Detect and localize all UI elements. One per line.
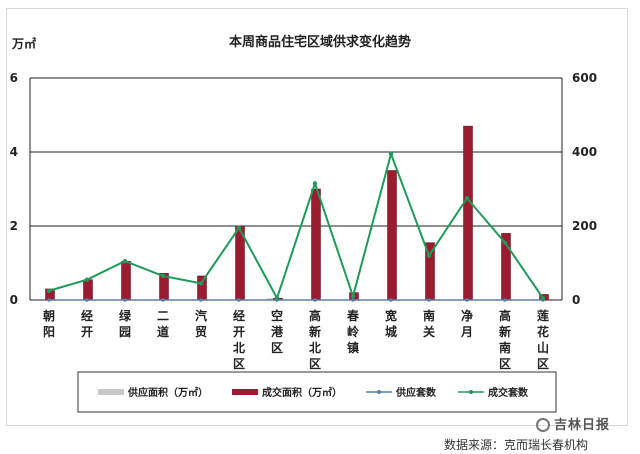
x-tick-label: 二道	[157, 309, 169, 339]
x-tick-label: 经开北区	[233, 308, 245, 371]
point-supply-units	[199, 298, 203, 302]
point-deal-units	[502, 240, 508, 245]
point-deal-units	[122, 258, 128, 264]
bar-supply-area	[267, 298, 276, 300]
point-deal-units	[388, 151, 394, 157]
watermark-icon	[536, 418, 550, 432]
x-tick-label: 朝阳	[43, 308, 55, 339]
point-supply-units	[465, 298, 469, 302]
point-deal-units	[312, 181, 318, 186]
x-tick-label: 南关	[423, 308, 435, 339]
point-supply-units	[237, 298, 241, 302]
chart-frame	[6, 8, 628, 426]
legend-label: 成交套数	[488, 386, 529, 399]
legend-label: 成交面积（万㎡）	[262, 386, 342, 399]
y-right-tick-label: 200	[572, 219, 597, 233]
point-deal-units	[236, 225, 242, 231]
y-left-tick-label: 0	[10, 293, 18, 307]
point-supply-units	[47, 298, 51, 302]
x-tick-label: 春岭镇	[346, 308, 360, 355]
y-left-tick-label: 4	[10, 145, 18, 159]
legend-label: 供应面积（万㎡）	[127, 386, 208, 399]
line-deal-units	[48, 150, 544, 301]
source-note: 数据来源：克而瑞长春机构	[444, 438, 589, 452]
point-deal-units	[464, 196, 470, 201]
y-right-tick-label: 400	[572, 145, 597, 159]
legend-swatch	[232, 389, 258, 395]
x-tick-label: 空港区	[271, 308, 284, 355]
y-right-tick-label: 600	[572, 71, 597, 85]
point-deal-units	[274, 295, 280, 301]
bar-deal-area	[311, 188, 321, 301]
bar-deal-area	[83, 279, 93, 301]
y-left-tick-label: 2	[10, 219, 18, 233]
legend-swatch	[98, 389, 124, 395]
point-deal-units	[84, 277, 90, 282]
point-supply-units	[427, 298, 431, 302]
point-supply-units	[161, 298, 165, 302]
point-supply-units	[123, 298, 127, 302]
point-supply-units	[313, 298, 317, 302]
legend-label: 供应套数	[395, 386, 437, 399]
y-left-tick-label: 6	[10, 71, 18, 85]
bar-deal-area	[463, 125, 473, 301]
point-deal-units	[198, 281, 204, 286]
point-supply-units	[351, 298, 355, 302]
chart-title: 本周商品住宅区域供求变化趋势	[229, 34, 411, 50]
x-tick-label: 宽城	[384, 308, 397, 339]
legend-swatch-marker	[377, 390, 381, 394]
point-supply-units	[85, 298, 89, 302]
bar-deal-area	[387, 170, 397, 301]
x-tick-label: 绿园	[119, 308, 132, 339]
watermark: 吉林日报	[536, 414, 610, 433]
y-right-tick-label: 0	[572, 293, 580, 307]
point-supply-units	[503, 298, 507, 302]
legend-swatch-marker	[469, 390, 473, 394]
x-tick-label: 净月	[460, 308, 473, 339]
watermark-text: 吉林日报	[554, 418, 611, 433]
point-deal-units	[426, 253, 432, 258]
x-tick-label: 经开	[81, 308, 93, 339]
point-deal-units	[350, 294, 356, 299]
y-left-unit: 万㎡	[11, 36, 36, 51]
bar-deal-area	[121, 260, 131, 301]
point-deal-units	[46, 288, 52, 293]
point-deal-units	[540, 295, 546, 301]
bar-deal-area	[197, 275, 207, 301]
x-tick-label: 汽贸	[195, 308, 207, 339]
x-tick-label: 高新北区	[309, 308, 321, 371]
point-deal-units	[160, 273, 166, 279]
point-supply-units	[389, 298, 393, 302]
x-tick-label: 高新南区	[499, 308, 511, 371]
